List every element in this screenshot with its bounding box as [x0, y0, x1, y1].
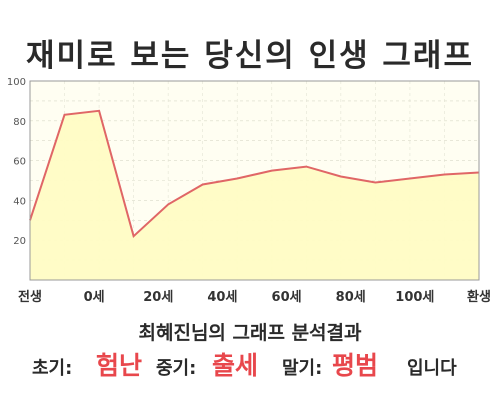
y-tick-labels: 20 40 60 80 100: [7, 77, 26, 247]
result-suffix: 입니다: [407, 358, 457, 379]
y-tick-label: 80: [13, 117, 26, 128]
y-tick-label: 100: [7, 77, 26, 88]
x-tick-label: 60세: [272, 290, 302, 305]
plot-border: [29, 80, 480, 281]
late-label: 말기:: [282, 358, 323, 379]
x-tick-label: 80세: [336, 290, 366, 305]
x-tick-label: 40세: [207, 290, 237, 305]
series-line: [29, 109, 480, 239]
mid-label: 중기:: [156, 358, 197, 379]
mid-value: 출세: [212, 351, 259, 380]
late-value: 평범: [332, 351, 379, 380]
x-tick-label: 0세: [84, 290, 105, 305]
early-label: 초기:: [32, 358, 73, 379]
y-tick-label: 20: [13, 236, 26, 247]
x-tick-label: 20세: [143, 290, 173, 305]
x-tick-label: 100세: [395, 290, 434, 305]
x-tick-label: 환생: [467, 289, 491, 305]
analysis-result: 초기: 험난 중기: 출세 말기: 평범 입니다: [0, 344, 500, 384]
y-tick-label: 40: [13, 196, 26, 207]
x-tick-labels: 전생 0세 20세 40세 60세 80세 100세 환생: [18, 289, 491, 305]
analysis-summary: 최혜진님의 그래프 분석결과: [138, 322, 362, 344]
x-tick-label: 전생: [18, 289, 42, 305]
axes: [29, 80, 480, 281]
early-value: 험난: [96, 351, 143, 380]
life-graph-chart: 20 40 60 80 100 전생 0세 20세 40세 60세 80세 100세 환생: [7, 77, 491, 305]
y-tick-label: 60: [13, 157, 26, 168]
chart-title: 재미로 보는 당신의 인생 그래프: [26, 38, 474, 74]
area-fill: [30, 110, 479, 280]
